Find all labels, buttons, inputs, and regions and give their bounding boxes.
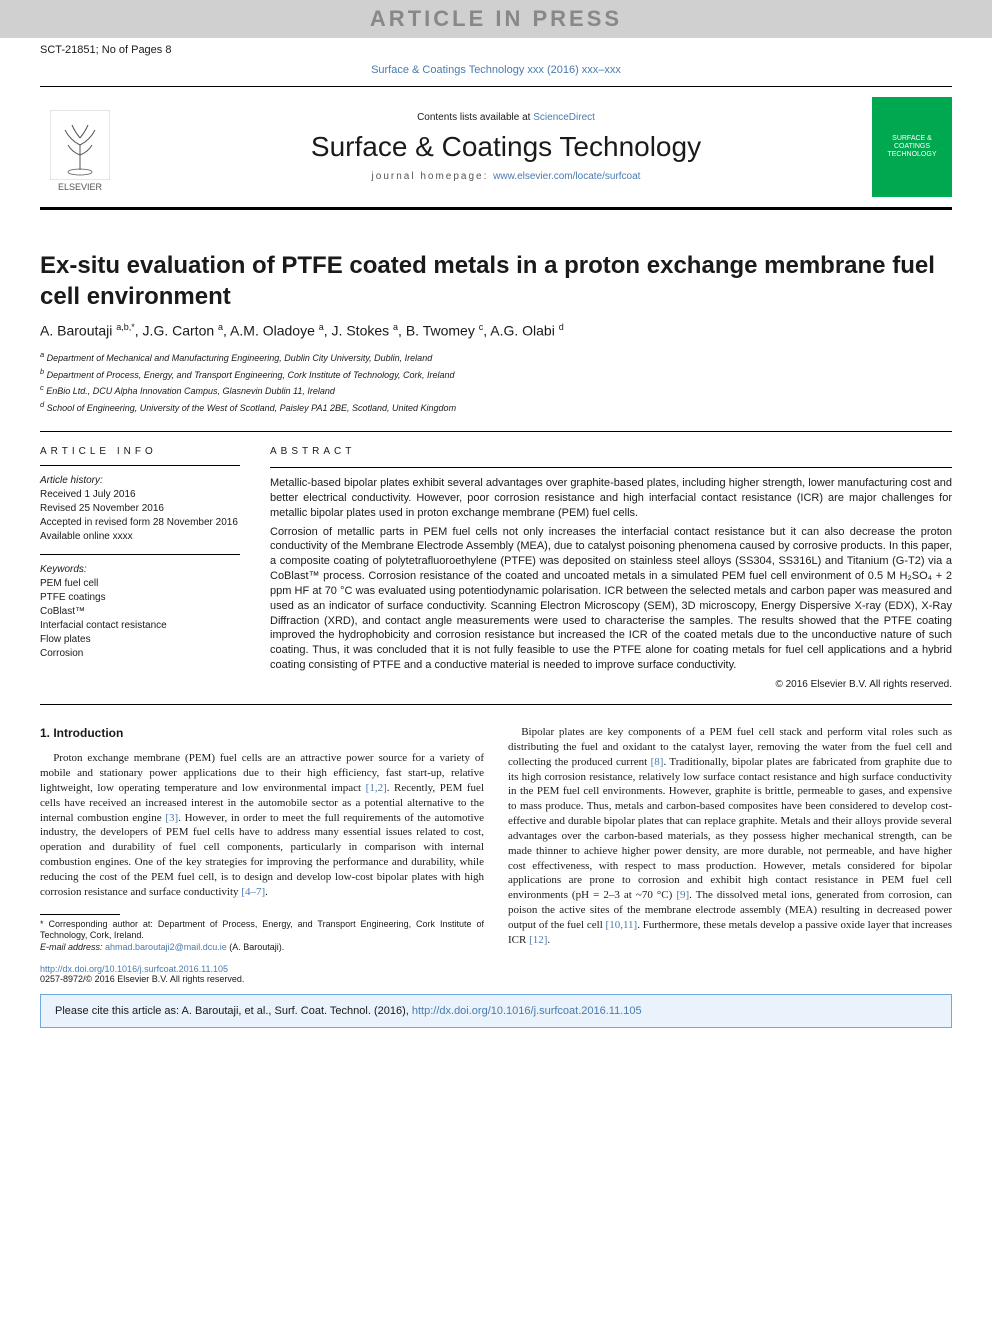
article-history-block: Article history: Received 1 July 2016Rev… (40, 474, 240, 544)
citation-box: Please cite this article as: A. Baroutaj… (40, 994, 952, 1028)
affiliation-line: b Department of Process, Energy, and Tra… (40, 366, 952, 383)
info-divider-1 (40, 465, 240, 466)
email-line: E-mail address: ahmad.baroutaji2@mail.dc… (40, 942, 484, 954)
intro-text-2b: . Traditionally, bipolar plates are fabr… (508, 756, 952, 902)
keywords-block: Keywords: PEM fuel cellPTFE coatingsCoBl… (40, 563, 240, 661)
divider-top (40, 431, 952, 432)
keyword-line: CoBlast™ (40, 605, 240, 619)
issn-line: 0257-8972/© 2016 Elsevier B.V. All right… (40, 974, 244, 984)
publisher-logo: ELSEVIER (40, 102, 120, 192)
elsevier-tree-icon (50, 110, 110, 180)
intro-text-2e: . (547, 934, 550, 946)
ref-3[interactable]: [3] (165, 812, 178, 824)
abstract-p2: Corrosion of metallic parts in PEM fuel … (270, 525, 952, 673)
keyword-line: Corrosion (40, 647, 240, 661)
article-info-column: ARTICLE INFO Article history: Received 1… (40, 446, 240, 690)
abstract-column: ABSTRACT Metallic-based bipolar plates e… (270, 446, 952, 690)
abstract-divider (270, 467, 952, 468)
body-columns: 1. Introduction Proton exchange membrane… (40, 725, 952, 954)
journal-title: Surface & Coatings Technology (140, 131, 872, 163)
info-divider-2 (40, 554, 240, 555)
ref-10-11[interactable]: [10,11] (606, 919, 638, 931)
homepage-line: journal homepage: www.elsevier.com/locat… (140, 171, 872, 182)
history-line: Available online xxxx (40, 530, 240, 544)
masthead-center: Contents lists available at ScienceDirec… (140, 112, 872, 182)
keyword-line: Interfacial contact resistance (40, 619, 240, 633)
keyword-line: PTFE coatings (40, 591, 240, 605)
article-info-heading: ARTICLE INFO (40, 446, 240, 457)
abstract-p1: Metallic-based bipolar plates exhibit se… (270, 476, 952, 521)
article-title: Ex-situ evaluation of PTFE coated metals… (40, 250, 952, 312)
keywords-label: Keywords: (40, 563, 240, 577)
intro-heading: 1. Introduction (40, 725, 484, 741)
history-line: Revised 25 November 2016 (40, 502, 240, 516)
cite-doi-link[interactable]: http://dx.doi.org/10.1016/j.surfcoat.201… (412, 1005, 642, 1017)
contents-prefix: Contents lists available at (417, 112, 533, 123)
history-label: Article history: (40, 474, 240, 488)
footnote-separator (40, 914, 120, 915)
intro-text-1d: . (265, 886, 268, 898)
intro-para-2: Bipolar plates are key components of a P… (508, 725, 952, 948)
email-label: E-mail address: (40, 942, 105, 952)
info-abstract-row: ARTICLE INFO Article history: Received 1… (40, 446, 952, 690)
abstract-rights: © 2016 Elsevier B.V. All rights reserved… (270, 679, 952, 690)
contents-available-line: Contents lists available at ScienceDirec… (140, 112, 872, 123)
corresponding-author: * Corresponding author at: Department of… (40, 919, 484, 942)
ref-9[interactable]: [9] (676, 889, 689, 901)
affiliation-line: d School of Engineering, University of t… (40, 399, 952, 416)
ref-4-7[interactable]: [4–7] (241, 886, 265, 898)
ref-8[interactable]: [8] (651, 756, 664, 768)
body-column-right: Bipolar plates are key components of a P… (508, 725, 952, 954)
footnotes: * Corresponding author at: Department of… (40, 919, 484, 954)
doi-link[interactable]: http://dx.doi.org/10.1016/j.surfcoat.201… (40, 964, 228, 974)
abstract-heading: ABSTRACT (270, 446, 952, 457)
affiliation-line: a Department of Mechanical and Manufactu… (40, 349, 952, 366)
journal-cover-thumbnail: SURFACE & COATINGS TECHNOLOGY (872, 97, 952, 197)
homepage-prefix: journal homepage: (372, 171, 494, 182)
intro-para-1: Proton exchange membrane (PEM) fuel cell… (40, 751, 484, 899)
affiliations: a Department of Mechanical and Manufactu… (40, 349, 952, 415)
in-press-banner: ARTICLE IN PRESS (0, 0, 992, 38)
ref-12[interactable]: [12] (529, 934, 547, 946)
history-line: Received 1 July 2016 (40, 488, 240, 502)
email-link[interactable]: ahmad.baroutaji2@mail.dcu.ie (105, 942, 227, 952)
sciencedirect-link[interactable]: ScienceDirect (533, 112, 595, 123)
document-id: SCT-21851; No of Pages 8 (0, 38, 992, 58)
keyword-line: PEM fuel cell (40, 577, 240, 591)
body-column-left: 1. Introduction Proton exchange membrane… (40, 725, 484, 954)
affiliation-line: c EnBio Ltd., DCU Alpha Innovation Campu… (40, 382, 952, 399)
divider-bottom (40, 704, 952, 705)
authors-line: A. Baroutaji a,b,*, J.G. Carton a, A.M. … (40, 322, 952, 339)
cover-text: SURFACE & COATINGS TECHNOLOGY (876, 135, 948, 158)
keyword-line: Flow plates (40, 633, 240, 647)
history-line: Accepted in revised form 28 November 201… (40, 516, 240, 530)
cite-prefix: Please cite this article as: A. Baroutaj… (55, 1005, 412, 1017)
abstract-text: Metallic-based bipolar plates exhibit se… (270, 476, 952, 673)
doi-block: http://dx.doi.org/10.1016/j.surfcoat.201… (40, 964, 952, 984)
publisher-name: ELSEVIER (58, 182, 102, 192)
email-suffix: (A. Baroutaji). (227, 942, 285, 952)
masthead: ELSEVIER Contents lists available at Sci… (40, 86, 952, 210)
journal-reference: Surface & Coatings Technology xxx (2016)… (0, 58, 992, 86)
homepage-link[interactable]: www.elsevier.com/locate/surfcoat (493, 171, 640, 182)
ref-1-2[interactable]: [1,2] (366, 782, 387, 794)
